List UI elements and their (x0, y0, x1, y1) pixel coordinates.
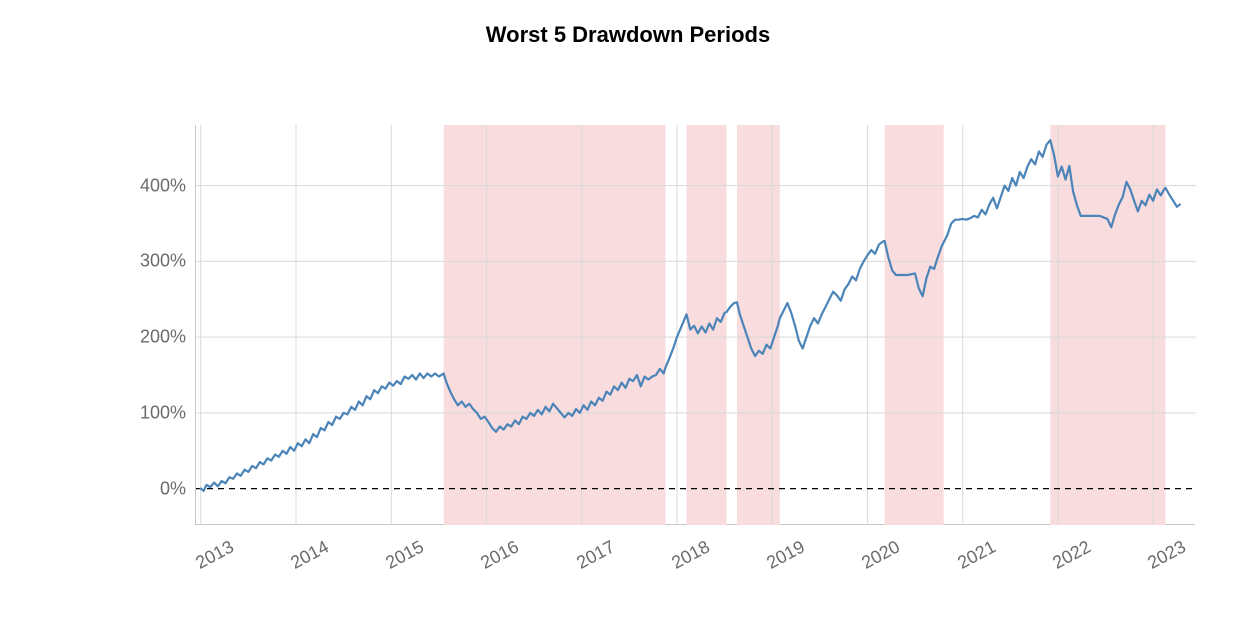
y-tick-label: 200% (140, 327, 196, 348)
x-tick-label: 2022 (1043, 524, 1095, 574)
x-tick-label: 2020 (852, 524, 904, 574)
x-tick-label: 2023 (1138, 524, 1190, 574)
x-tick-label: 2016 (471, 524, 523, 574)
plot-area: 0%100%200%300%400% 201320142015201620172… (195, 125, 1195, 525)
y-tick-label: 400% (140, 175, 196, 196)
x-tick-label: 2021 (947, 524, 999, 574)
x-tick-label: 2014 (281, 524, 333, 574)
x-tick-label: 2017 (566, 524, 618, 574)
x-tick-label: 2019 (757, 524, 809, 574)
x-tick-label: 2013 (185, 524, 237, 574)
chart-container: Worst 5 Drawdown Periods 0%100%200%300%4… (0, 0, 1256, 622)
y-tick-label: 100% (140, 402, 196, 423)
x-tick-label: 2018 (662, 524, 714, 574)
x-tick-label: 2015 (376, 524, 428, 574)
y-tick-label: 300% (140, 251, 196, 272)
y-tick-label: 0% (160, 478, 196, 499)
chart-title: Worst 5 Drawdown Periods (0, 22, 1256, 48)
data-layer (196, 125, 1196, 525)
